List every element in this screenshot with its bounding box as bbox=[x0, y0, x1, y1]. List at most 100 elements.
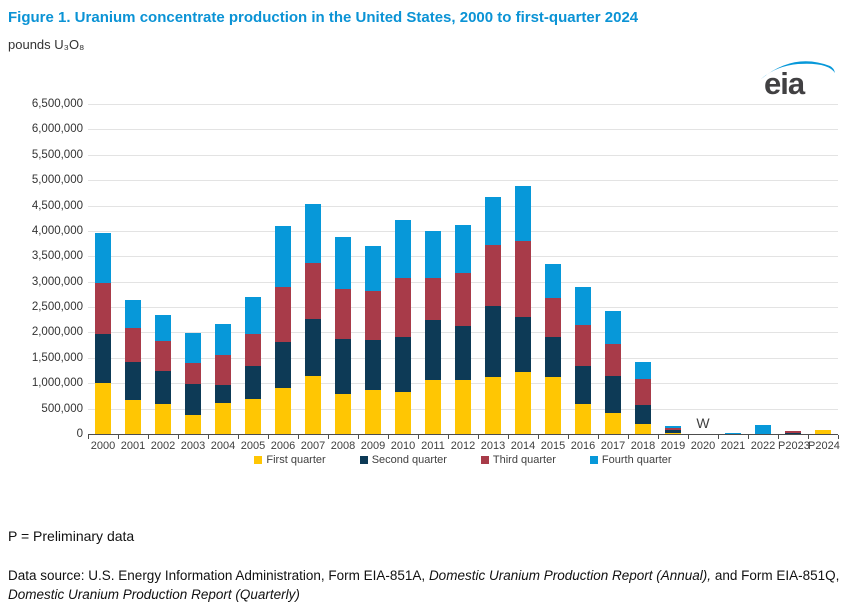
y-axis-label: 4,000,000 bbox=[31, 224, 83, 237]
bar-segment-third-quarter bbox=[605, 343, 621, 376]
bar-segment-first-quarter bbox=[665, 432, 681, 434]
bar-segment-fourth-quarter bbox=[395, 219, 411, 279]
y-axis-label: 2,000,000 bbox=[31, 326, 83, 339]
y-gridline bbox=[88, 180, 838, 182]
x-axis-label: 2000 bbox=[90, 440, 116, 452]
y-axis-label: 2,500,000 bbox=[31, 301, 83, 314]
x-axis-tick bbox=[178, 435, 179, 439]
bar-segment-fourth-quarter bbox=[725, 432, 741, 434]
bar-segment-second-quarter bbox=[425, 320, 441, 381]
bar-segment-first-quarter bbox=[575, 404, 591, 434]
bar-segment-second-quarter bbox=[95, 334, 111, 384]
source-text-middle: and Form EIA-851Q, bbox=[711, 568, 840, 583]
x-axis-tick bbox=[778, 435, 779, 439]
x-axis-tick bbox=[688, 435, 689, 439]
bar-segment-third-quarter bbox=[395, 278, 411, 338]
bar-segment-third-quarter bbox=[215, 354, 231, 385]
legend-item: Fourth quarter bbox=[589, 454, 672, 466]
x-axis-tick bbox=[328, 435, 329, 439]
x-axis-label: 2003 bbox=[180, 440, 206, 452]
x-axis-tick bbox=[508, 435, 509, 439]
bar-segment-fourth-quarter bbox=[95, 233, 111, 283]
x-axis-label: 2015 bbox=[540, 440, 566, 452]
x-axis-label: 2010 bbox=[390, 440, 416, 452]
bar-segment-third-quarter bbox=[335, 289, 351, 339]
bar-segment-third-quarter bbox=[95, 282, 111, 335]
bar-segment-fourth-quarter bbox=[155, 315, 171, 341]
y-axis-label: 3,000,000 bbox=[31, 275, 83, 288]
bar-segment-first-quarter bbox=[455, 380, 471, 434]
bar-segment-first-quarter bbox=[335, 394, 351, 434]
bar-segment-second-quarter bbox=[365, 339, 381, 391]
bar-segment-third-quarter bbox=[185, 362, 201, 385]
bar-segment-first-quarter bbox=[635, 423, 651, 434]
x-axis-tick bbox=[838, 435, 839, 439]
bar-segment-third-quarter bbox=[365, 291, 381, 340]
bar-segment-fourth-quarter bbox=[425, 231, 441, 278]
bar-segment-second-quarter bbox=[215, 384, 231, 404]
bar-segment-fourth-quarter bbox=[455, 224, 471, 274]
bar-segment-fourth-quarter bbox=[635, 361, 651, 379]
bar-segment-first-quarter bbox=[515, 372, 531, 434]
bar-segment-fourth-quarter bbox=[515, 186, 531, 242]
bar-segment-third-quarter bbox=[635, 378, 651, 406]
x-axis-tick bbox=[418, 435, 419, 439]
legend-label: Second quarter bbox=[371, 454, 447, 466]
x-axis-tick bbox=[388, 435, 389, 439]
bar-segment-third-quarter bbox=[245, 333, 261, 367]
x-axis-tick bbox=[268, 435, 269, 439]
x-axis-tick bbox=[628, 435, 629, 439]
bar-segment-third-quarter bbox=[485, 245, 501, 306]
bar-segment-second-quarter bbox=[455, 326, 471, 381]
bar-segment-second-quarter bbox=[575, 365, 591, 405]
bar-segment-second-quarter bbox=[185, 384, 201, 415]
x-axis-tick bbox=[658, 435, 659, 439]
bar-segment-fourth-quarter bbox=[545, 264, 561, 298]
x-axis-line bbox=[88, 434, 838, 435]
bar-segment-third-quarter bbox=[665, 427, 681, 431]
eia-logo: eia bbox=[758, 56, 842, 104]
x-axis-label: 2005 bbox=[240, 440, 266, 452]
bar-segment-first-quarter bbox=[95, 383, 111, 434]
y-axis-label: 1,500,000 bbox=[31, 351, 83, 364]
bar-segment-first-quarter bbox=[215, 403, 231, 434]
x-axis-label: 2013 bbox=[480, 440, 506, 452]
x-axis-tick bbox=[598, 435, 599, 439]
x-axis-label: 2017 bbox=[600, 440, 626, 452]
bar-segment-second-quarter bbox=[785, 432, 801, 434]
bar-segment-first-quarter bbox=[485, 377, 501, 434]
bar-segment-first-quarter bbox=[275, 388, 291, 434]
x-axis-label: P2024 bbox=[808, 440, 840, 452]
data-source: Data source: U.S. Energy Information Adm… bbox=[8, 566, 846, 604]
x-axis-tick bbox=[808, 435, 809, 439]
bar-segment-third-quarter bbox=[575, 324, 591, 366]
y-gridline bbox=[88, 154, 838, 156]
x-axis-tick bbox=[208, 435, 209, 439]
bar-segment-first-quarter bbox=[305, 375, 321, 434]
y-axis-label: 6,000,000 bbox=[31, 123, 83, 136]
bar-segment-second-quarter bbox=[245, 366, 261, 399]
x-axis-label: 2009 bbox=[360, 440, 386, 452]
y-gridline bbox=[88, 129, 838, 131]
bar-segment-first-quarter bbox=[245, 398, 261, 434]
y-gridline bbox=[88, 205, 838, 207]
x-axis-tick bbox=[568, 435, 569, 439]
bar-segment-third-quarter bbox=[125, 327, 141, 363]
bar-segment-fourth-quarter bbox=[665, 426, 681, 428]
legend-swatch bbox=[359, 456, 368, 464]
bar-segment-fourth-quarter bbox=[485, 197, 501, 246]
bar-segment-second-quarter bbox=[635, 405, 651, 424]
withheld-annotation: W bbox=[696, 415, 710, 431]
x-axis-label: 2008 bbox=[330, 440, 356, 452]
bar-segment-second-quarter bbox=[485, 305, 501, 378]
chart-legend: First quarter Second quarter Third quarter… bbox=[88, 454, 838, 466]
bar-segment-second-quarter bbox=[155, 371, 171, 405]
legend-label: Third quarter bbox=[492, 454, 556, 466]
bar-segment-second-quarter bbox=[605, 375, 621, 414]
preliminary-note: P = Preliminary data bbox=[8, 528, 135, 544]
bar-segment-first-quarter bbox=[155, 404, 171, 434]
bar-segment-first-quarter bbox=[395, 392, 411, 434]
legend-swatch bbox=[254, 456, 263, 464]
